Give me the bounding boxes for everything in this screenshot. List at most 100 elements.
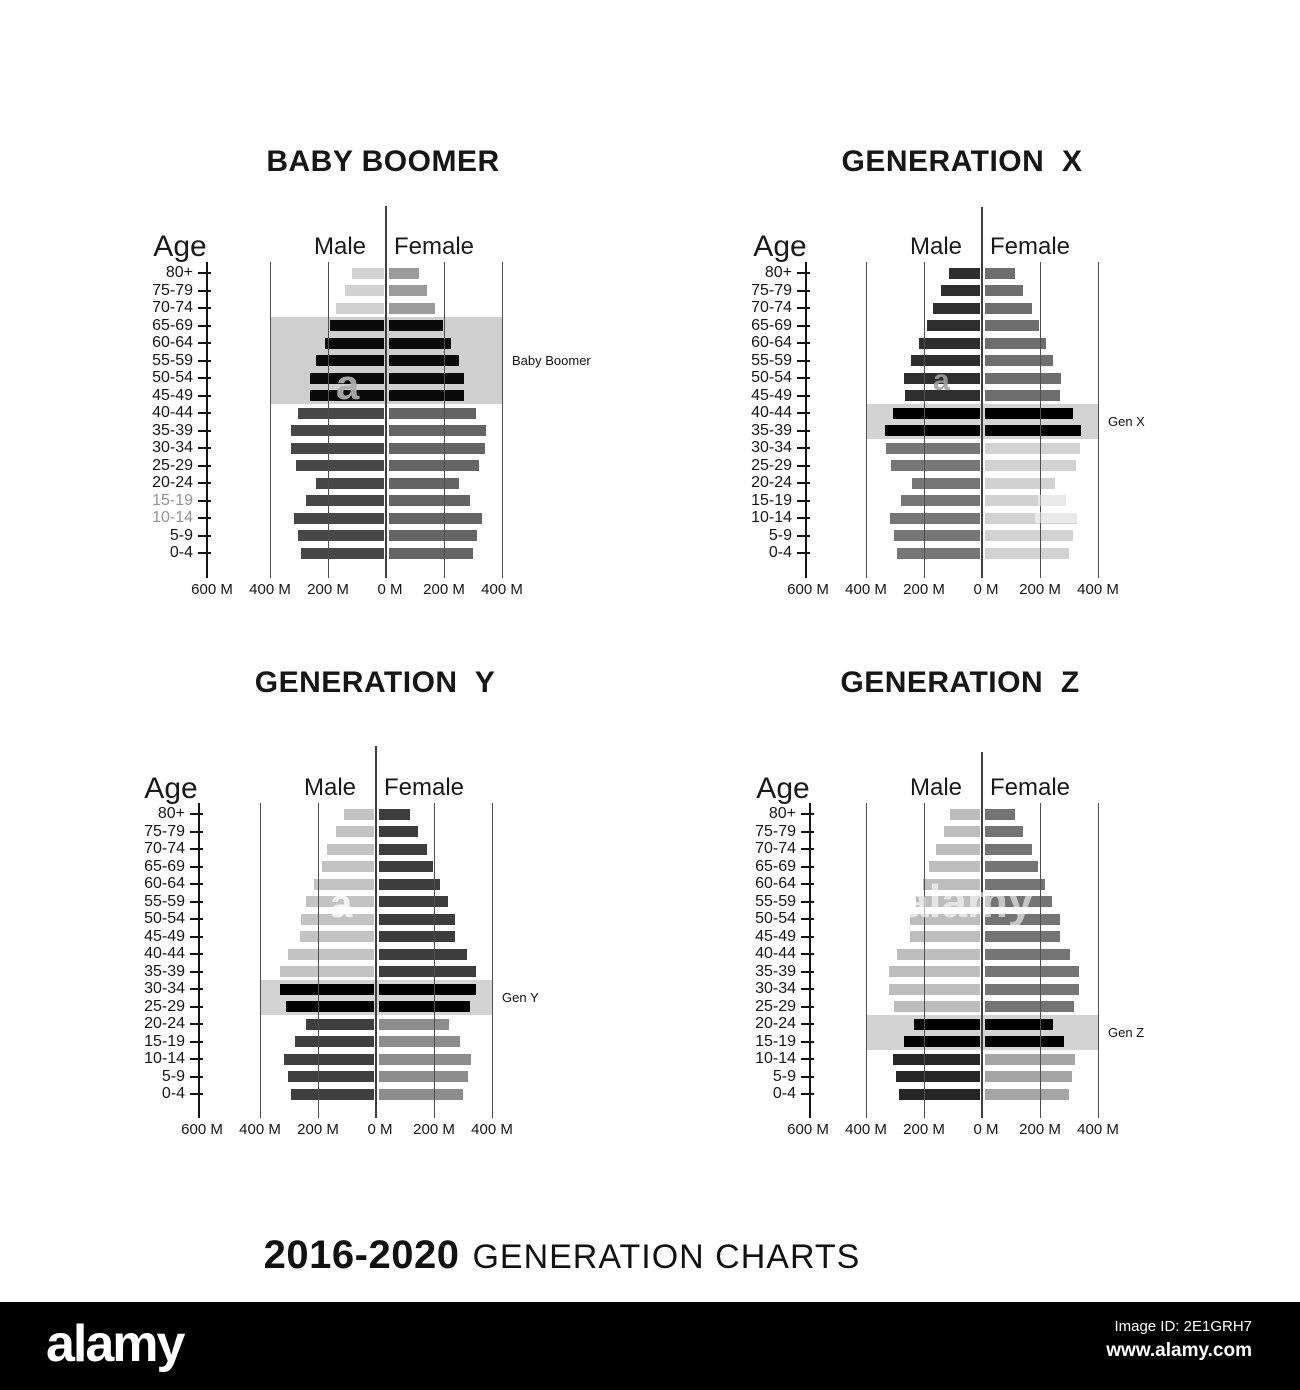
x-axis-tick-label: 200 M	[413, 1121, 455, 1138]
x-axis-tick-label: 400 M	[1077, 1121, 1119, 1138]
bar-female	[985, 390, 1060, 401]
age-axis-tick	[797, 464, 810, 467]
bar-male	[301, 547, 384, 559]
age-group-label: 35-39	[755, 962, 796, 980]
bar-female	[985, 931, 1060, 942]
bar-female	[389, 547, 474, 559]
age-group-label: 50-54	[144, 910, 185, 927]
age-group-label: 40-44	[144, 945, 185, 962]
bar-male	[310, 372, 384, 384]
bar-male	[306, 1018, 374, 1030]
age-axis-tick	[198, 482, 211, 484]
age-axis-title: Age	[756, 772, 810, 805]
age-axis-tick	[198, 552, 211, 554]
age-axis-tick	[801, 1058, 814, 1060]
chart-title: BABY BOOMER	[266, 145, 500, 178]
bar-female	[389, 442, 485, 454]
age-axis-tick	[801, 900, 814, 903]
gridline	[924, 262, 925, 578]
bar-male	[913, 1018, 980, 1030]
x-axis-tick-label: 0 M	[367, 1121, 393, 1138]
bar-female	[379, 808, 410, 820]
age-axis-tick	[797, 447, 810, 449]
age-axis-tick	[198, 412, 211, 414]
age-group-label: 30-34	[144, 980, 185, 997]
bar-female	[389, 267, 420, 279]
age-axis-tick	[797, 359, 810, 362]
caption-title: GENERATION CHARTS	[472, 1238, 861, 1276]
age-axis-tick	[190, 1093, 203, 1095]
age-group-label: 80+	[764, 264, 792, 281]
bar-male	[909, 931, 980, 942]
age-axis-tick	[198, 307, 211, 309]
age-group-label: 0-4	[169, 544, 193, 561]
x-axis-tick-label: 600 M	[191, 581, 233, 598]
age-axis-tick	[801, 813, 814, 815]
age-axis-tick	[797, 517, 810, 519]
age-axis-tick	[801, 953, 814, 955]
bar-female	[985, 460, 1076, 471]
age-axis-tick	[190, 1058, 203, 1060]
age-axis-tick	[190, 918, 203, 920]
bar-female	[985, 913, 1061, 925]
center-axis-line	[375, 746, 377, 1118]
age-axis-tick	[801, 883, 814, 885]
age-axis-tick	[190, 848, 203, 850]
bar-female	[985, 1001, 1074, 1012]
x-axis-tick-label: 600 M	[181, 1121, 223, 1138]
age-group-label: 5-9	[169, 526, 193, 544]
x-axis-tick-label: 200 M	[423, 581, 465, 598]
footer-bar: alamy Image ID: 2E1GRH7 www.alamy.com	[0, 1302, 1300, 1390]
bar-female	[985, 512, 1077, 524]
age-group-label: 65-69	[751, 316, 792, 334]
bar-male	[336, 826, 374, 837]
bar-male	[894, 530, 980, 541]
bar-female	[389, 337, 452, 349]
x-axis-tick-label: 200 M	[903, 581, 945, 598]
bar-female	[985, 302, 1032, 314]
age-group-label: 5-9	[768, 526, 792, 544]
bar-female	[389, 320, 443, 331]
bar-female	[985, 495, 1066, 506]
age-group-label: 50-54	[751, 369, 792, 386]
bar-female	[379, 948, 467, 960]
bar-male	[324, 337, 384, 349]
age-group-label: 35-39	[751, 421, 792, 439]
age-axis-tick	[190, 970, 203, 973]
bar-male	[888, 983, 980, 995]
x-axis-tick-label: 600 M	[787, 581, 829, 598]
age-axis-tick	[801, 848, 814, 850]
bar-female	[379, 1053, 472, 1065]
bar-male	[290, 1088, 374, 1100]
bar-male	[336, 302, 384, 314]
gridline	[270, 262, 271, 578]
age-group-label: 5-9	[161, 1067, 185, 1085]
alamy-url-text: www.alamy.com	[1106, 1340, 1252, 1361]
age-group-label: 65-69	[152, 316, 193, 334]
age-axis-tick	[797, 307, 810, 309]
gridline	[260, 803, 261, 1118]
age-group-label: 10-14	[755, 1050, 796, 1067]
x-axis-tick-label: 600 M	[787, 1121, 829, 1138]
x-axis-tick-label: 0 M	[973, 581, 999, 598]
age-group-label: 30-34	[755, 980, 796, 997]
bar-male	[313, 878, 374, 890]
female-column-label: Female	[989, 774, 1071, 801]
bar-male	[306, 896, 374, 907]
bar-male	[344, 285, 384, 296]
age-group-label: 15-19	[152, 491, 193, 509]
age-axis-tick	[198, 342, 211, 344]
bar-female	[985, 407, 1073, 419]
bar-male	[950, 808, 980, 820]
female-column-label: Female	[383, 774, 465, 801]
gridline	[924, 803, 925, 1118]
age-axis-tick	[801, 970, 814, 973]
female-column-label: Female	[989, 233, 1071, 260]
age-axis-tick	[190, 900, 203, 903]
bar-male	[298, 407, 384, 419]
bar-female	[985, 983, 1079, 995]
bar-male	[926, 320, 980, 331]
age-group-label: 70-74	[751, 299, 792, 316]
bar-male	[344, 808, 374, 820]
age-group-label: 10-14	[152, 509, 193, 526]
